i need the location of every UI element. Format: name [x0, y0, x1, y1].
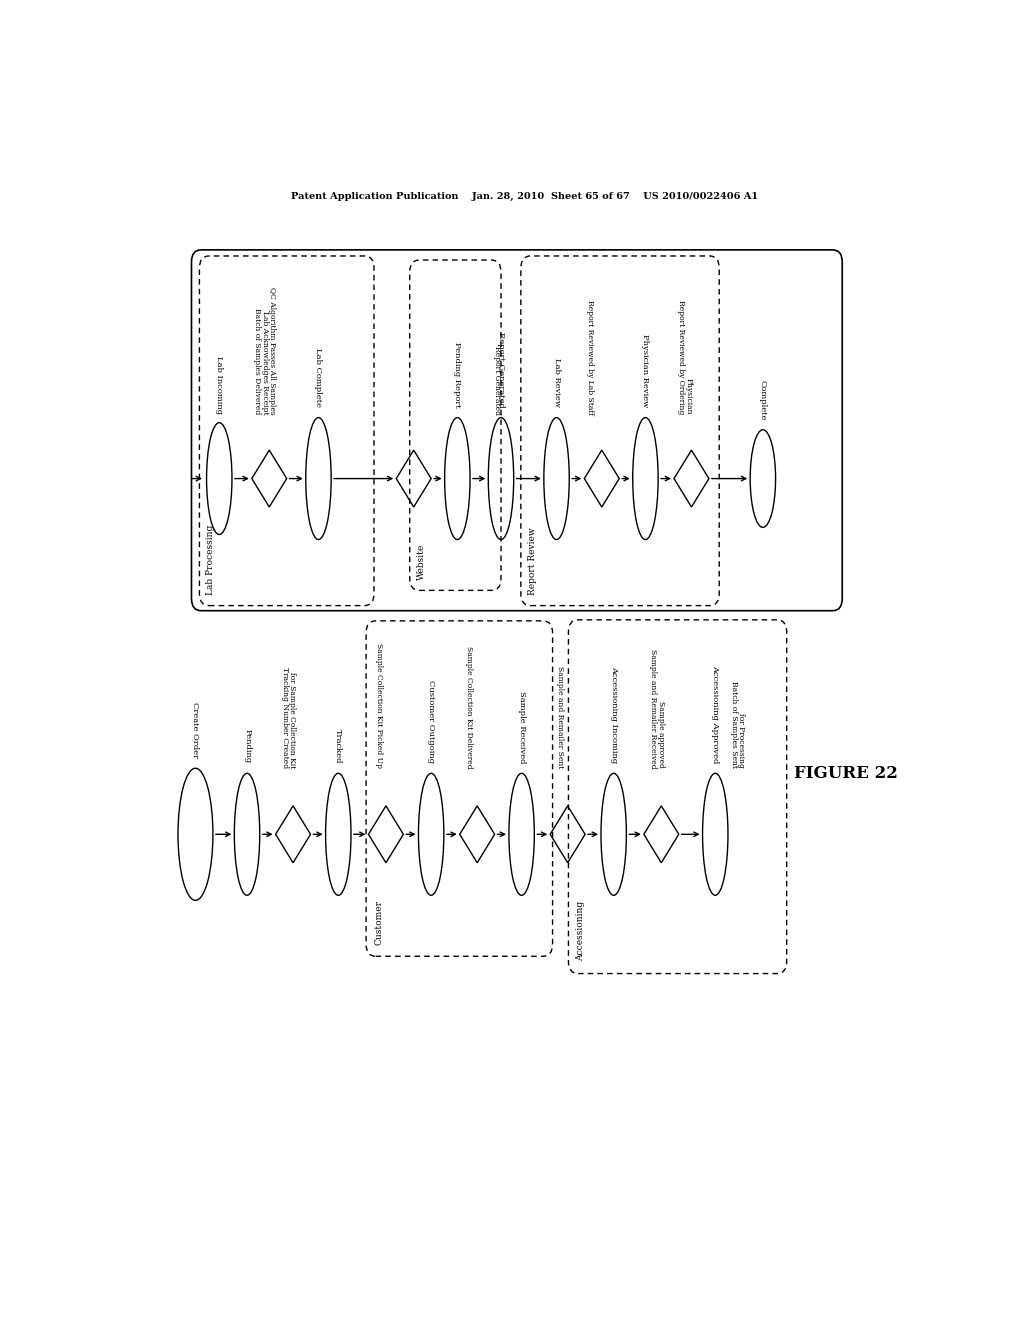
Text: Accessioning: Accessioning	[577, 902, 586, 961]
Text: Customer: Customer	[374, 900, 383, 945]
Text: Physician: Physician	[684, 378, 692, 414]
Text: Report Generated: Report Generated	[494, 346, 501, 414]
Text: for Processing: for Processing	[736, 713, 744, 768]
Text: Website: Website	[417, 544, 426, 581]
Text: Lab Incoming: Lab Incoming	[215, 356, 223, 414]
Text: Patent Application Publication    Jan. 28, 2010  Sheet 65 of 67    US 2010/00224: Patent Application Publication Jan. 28, …	[291, 191, 759, 201]
Text: Physician Review: Physician Review	[641, 334, 649, 408]
Text: Tracking Number Created: Tracking Number Created	[282, 667, 289, 768]
Text: Sample Received: Sample Received	[517, 690, 525, 763]
Text: Report Reviewed by Lab Staff: Report Reviewed by Lab Staff	[586, 300, 594, 414]
Text: Sample Collection Kit Picked Up: Sample Collection Kit Picked Up	[375, 643, 383, 768]
Text: Batch of Samples Delivered: Batch of Samples Delivered	[253, 309, 261, 414]
Text: Pending Report: Pending Report	[454, 342, 462, 408]
Text: Sample and Remailer Sent: Sample and Remailer Sent	[556, 665, 564, 768]
Text: Pending: Pending	[243, 729, 251, 763]
Text: Report Review: Report Review	[528, 528, 537, 595]
Text: Lab Acknowledges Receipt: Lab Acknowledges Receipt	[260, 312, 268, 414]
Text: QC Algorithm Passes All Samples: QC Algorithm Passes All Samples	[267, 286, 275, 414]
Text: Lab Review: Lab Review	[553, 359, 560, 408]
Text: FIGURE 22: FIGURE 22	[795, 764, 898, 781]
Text: Complete: Complete	[759, 380, 767, 421]
Text: Accessioning Approved: Accessioning Approved	[712, 665, 719, 763]
Text: Batch of Samples Sent: Batch of Samples Sent	[729, 681, 737, 768]
Text: for Sample Collection Kit: for Sample Collection Kit	[289, 672, 296, 768]
Text: Sample approved: Sample approved	[656, 701, 665, 768]
Text: Lab Processing: Lab Processing	[206, 525, 215, 595]
Text: Create Order: Create Order	[191, 702, 200, 758]
Text: Sample and Remailer Received: Sample and Remailer Received	[649, 648, 657, 768]
Text: Accessioning Incoming: Accessioning Incoming	[609, 665, 617, 763]
Text: Report Generated: Report Generated	[497, 331, 505, 408]
Text: Lab Complete: Lab Complete	[314, 348, 323, 408]
Text: Tracked: Tracked	[334, 729, 342, 763]
Text: Sample Collection Kit Delivered: Sample Collection Kit Delivered	[465, 645, 473, 768]
Text: Report Reviewed by Ordering: Report Reviewed by Ordering	[677, 300, 685, 414]
Text: Customer Outgoing: Customer Outgoing	[427, 680, 435, 763]
